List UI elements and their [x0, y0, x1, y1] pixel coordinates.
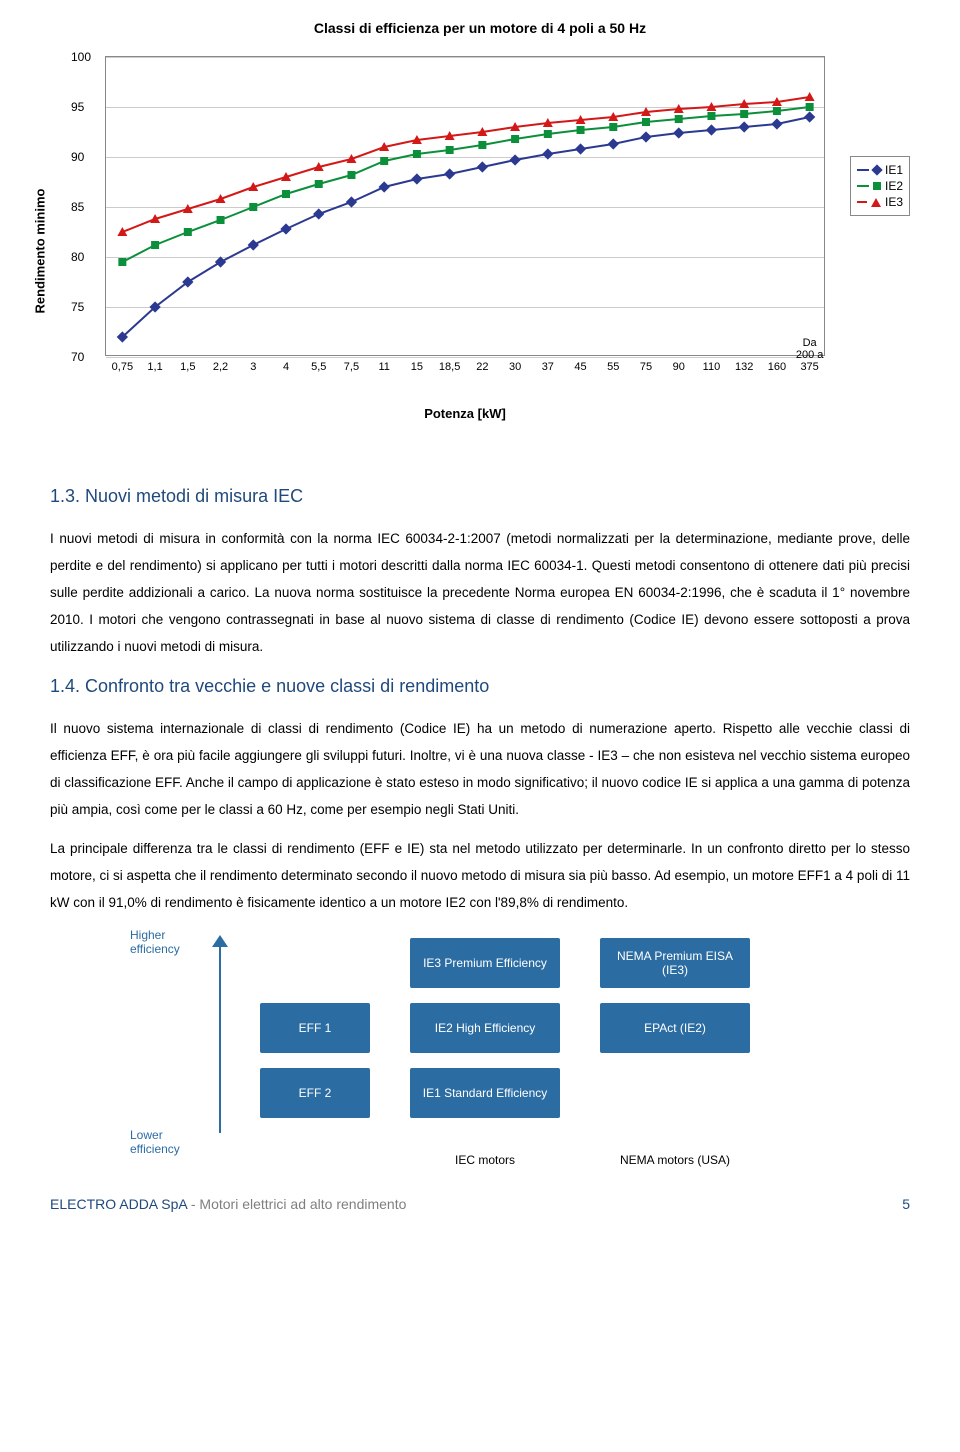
block-epact: EPAct (IE2): [600, 1003, 750, 1053]
legend-item: IE3: [857, 195, 903, 209]
xtick-label: 37: [542, 361, 554, 373]
xtick-label: 15: [411, 361, 423, 373]
block-ie2: IE2 High Efficiency: [410, 1003, 560, 1053]
chart-ylabel: Rendimento minimo: [33, 189, 48, 314]
xtick-label: 160: [768, 361, 786, 373]
xtick-label: 18,5: [439, 361, 460, 373]
section-1-4-paragraph-2: La principale differenza tra le classi d…: [50, 835, 910, 916]
efficiency-arrow: [215, 943, 225, 1133]
xtick-label: 75: [640, 361, 652, 373]
xtick-label: 90: [673, 361, 685, 373]
section-1-4-paragraph-1: Il nuovo sistema internazionale di class…: [50, 715, 910, 823]
legend-item: IE2: [857, 179, 903, 193]
xtick-label: 22: [476, 361, 488, 373]
footer-subtitle: Motori elettrici ad alto rendimento: [199, 1196, 406, 1212]
xtick-label: 3: [250, 361, 256, 373]
xtick-label: 132: [735, 361, 753, 373]
legend-item: IE1: [857, 163, 903, 177]
xtick-label: 110: [703, 361, 721, 373]
ytick-label: 95: [71, 100, 84, 114]
block-eff2: EFF 2: [260, 1068, 370, 1118]
ytick-label: 75: [71, 300, 84, 314]
xtick-label: 5,5: [311, 361, 326, 373]
page-footer: ELECTRO ADDA SpA - Motori elettrici ad a…: [50, 1196, 910, 1212]
block-ie3: IE3 Premium Efficiency: [410, 938, 560, 988]
xtick-label: 0,75: [112, 361, 133, 373]
xtick-label: 1,5: [180, 361, 195, 373]
nema-column-label: NEMA motors (USA): [600, 1153, 750, 1167]
block-ie1: IE1 Standard Efficiency: [410, 1068, 560, 1118]
iec-column-label: IEC motors: [410, 1153, 560, 1167]
page-number: 5: [902, 1196, 910, 1212]
block-nema-premium: NEMA Premium EISA (IE3): [600, 938, 750, 988]
chart-xlabel: Potenza [kW]: [105, 406, 825, 421]
xtick-label: 11: [378, 361, 389, 373]
chart-title: Classi di efficienza per un motore di 4 …: [50, 20, 910, 36]
xtick-label: 7,5: [344, 361, 359, 373]
xtick-label: 4: [283, 361, 289, 373]
xtick-label: 55: [607, 361, 619, 373]
efficiency-class-diagram: Higher efficiency Lower efficiency EFF 1…: [130, 928, 830, 1178]
xtick-label: 1,1: [147, 361, 162, 373]
footer-company: ELECTRO ADDA SpA: [50, 1196, 187, 1212]
section-heading-1-4: 1.4. Confronto tra vecchie e nuove class…: [50, 676, 910, 697]
footer-sep: -: [187, 1196, 199, 1212]
lower-eff-label: Lower efficiency: [130, 1128, 200, 1156]
xtick-label: 30: [509, 361, 521, 373]
chart-legend: IE1 IE2 IE3: [850, 156, 910, 216]
ytick-label: 80: [71, 250, 84, 264]
chart-plot-area: 7075808590951000,751,11,52,2345,57,51115…: [105, 56, 825, 356]
xtick-label: 45: [574, 361, 586, 373]
ytick-label: 70: [71, 350, 84, 364]
xtick-label: 2,2: [213, 361, 228, 373]
ytick-label: 100: [71, 50, 91, 64]
ytick-label: 90: [71, 150, 84, 164]
higher-eff-label: Higher efficiency: [130, 928, 200, 956]
chart-container: Rendimento minimo 7075808590951000,751,1…: [50, 46, 910, 456]
section-1-3-paragraph: I nuovi metodi di misura in conformità c…: [50, 525, 910, 660]
section-heading-1-3: 1.3. Nuovi metodi di misura IEC: [50, 486, 910, 507]
ytick-label: 85: [71, 200, 84, 214]
block-eff1: EFF 1: [260, 1003, 370, 1053]
